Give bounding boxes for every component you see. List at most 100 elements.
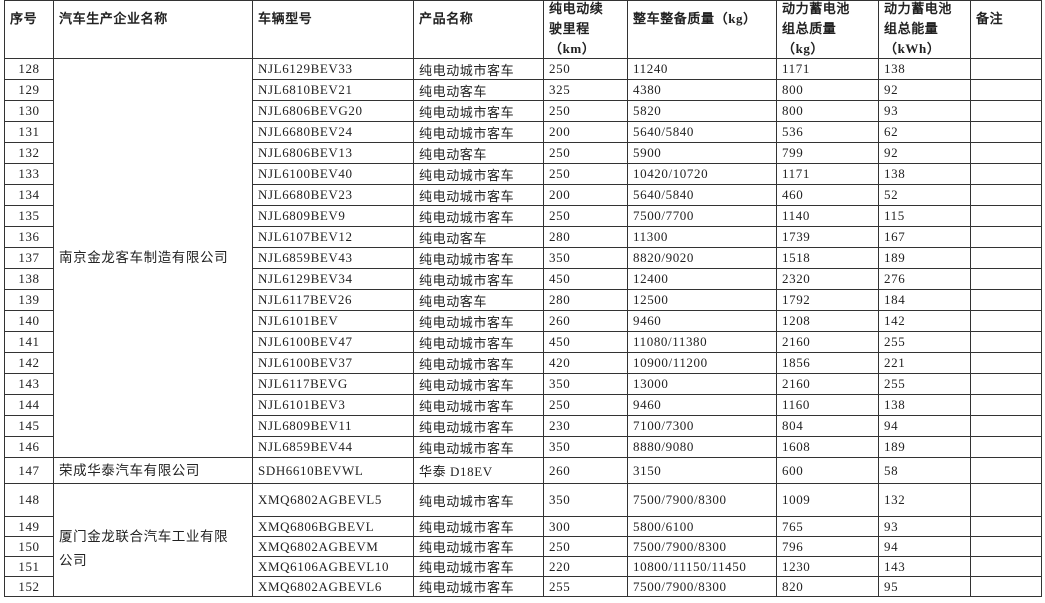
header-label: 组总质量 <box>782 21 837 36</box>
cell-model: NJL6129BEV34 <box>252 268 414 290</box>
cell-range: 200 <box>543 184 628 206</box>
cell-product: 纯电动城市客车 <box>413 58 544 80</box>
cell-seq: 128 <box>4 58 54 80</box>
cell-curb-weight: 10420/10720 <box>627 163 777 185</box>
cell-curb-weight: 5640/5840 <box>627 121 777 143</box>
cell-battery-energy: 189 <box>878 436 971 458</box>
cell-battery-mass: 799 <box>776 142 879 164</box>
cell-range: 280 <box>543 226 628 248</box>
table-row: 144 NJL6101BEV3 纯电动城市客车 250 9460 1160 138 <box>4 394 1042 416</box>
cell-product: 纯电动城市客车 <box>413 163 544 185</box>
cell-curb-weight: 11300 <box>627 226 777 248</box>
cell-battery-mass: 800 <box>776 79 879 101</box>
header-label: （kg） <box>782 41 825 56</box>
cell-seq: 151 <box>4 556 54 577</box>
cell-battery-energy: 276 <box>878 268 971 290</box>
cell-battery-energy: 132 <box>878 483 971 517</box>
cell-battery-mass: 2160 <box>776 373 879 395</box>
cell-remarks <box>970 483 1042 517</box>
header-range: 纯电动续 驶里程 （km） <box>543 0 628 59</box>
cell-curb-weight: 8880/9080 <box>627 436 777 458</box>
cell-range: 250 <box>543 205 628 227</box>
cell-model: NJL6117BEV26 <box>252 289 414 311</box>
cell-battery-mass: 820 <box>776 576 879 597</box>
cell-range: 260 <box>543 457 628 484</box>
header-product: 产品名称 <box>413 0 544 59</box>
cell-model: NJL6117BEVG <box>252 373 414 395</box>
cell-product: 纯电动城市客车 <box>413 268 544 290</box>
cell-seq: 134 <box>4 184 54 206</box>
header-battery-mass: 动力蓄电池 组总质量 （kg） <box>776 0 879 59</box>
cell-curb-weight: 7500/7900/8300 <box>627 483 777 517</box>
cell-product: 纯电动客车 <box>413 142 544 164</box>
cell-model: NJL6101BEV <box>252 310 414 332</box>
cell-model: NJL6100BEV47 <box>252 331 414 353</box>
cell-model: XMQ6802AGBEVL6 <box>252 576 414 597</box>
cell-seq: 129 <box>4 79 54 101</box>
cell-seq: 149 <box>4 516 54 537</box>
cell-seq: 132 <box>4 142 54 164</box>
cell-model: NJL6810BEV21 <box>252 79 414 101</box>
cell-curb-weight: 13000 <box>627 373 777 395</box>
cell-model: NJL6809BEV11 <box>252 415 414 437</box>
header-battery-energy: 动力蓄电池 组总能量 （kWh） <box>878 0 971 59</box>
cell-battery-energy: 189 <box>878 247 971 269</box>
cell-range: 260 <box>543 310 628 332</box>
table-row: 128 南京金龙客车制造有限公司 NJL6129BEV33 纯电动城市客车 250 112… <box>4 58 1042 458</box>
cell-curb-weight: 7100/7300 <box>627 415 777 437</box>
cell-remarks <box>970 516 1042 537</box>
cell-seq: 136 <box>4 226 54 248</box>
table-row: 133 NJL6100BEV40 纯电动城市客车 250 10420/10720 1171… <box>4 163 1042 185</box>
cell-battery-energy: 142 <box>878 310 971 332</box>
cell-range: 250 <box>543 142 628 164</box>
header-label: 纯电动续 <box>549 1 604 17</box>
cell-product: 纯电动城市客车 <box>413 556 544 577</box>
cell-model: XMQ6802AGBEVM <box>252 536 414 557</box>
cell-range: 420 <box>543 352 628 374</box>
cell-seq: 141 <box>4 331 54 353</box>
cell-remarks <box>970 415 1042 437</box>
cell-seq: 140 <box>4 310 54 332</box>
cell-range: 350 <box>543 483 628 517</box>
header-label: （kWh） <box>884 41 941 56</box>
header-model: 车辆型号 <box>252 0 414 59</box>
header-remarks: 备注 <box>970 0 1042 59</box>
cell-seq: 145 <box>4 415 54 437</box>
cell-model: NJL6100BEV37 <box>252 352 414 374</box>
cell-remarks <box>970 226 1042 248</box>
cell-range: 350 <box>543 247 628 269</box>
cell-range: 300 <box>543 516 628 537</box>
cell-battery-mass: 1608 <box>776 436 879 458</box>
header-label: 汽车生产企业名称 <box>59 11 168 26</box>
cell-battery-energy: 138 <box>878 58 971 80</box>
cell-battery-energy: 167 <box>878 226 971 248</box>
cell-seq: 130 <box>4 100 54 122</box>
header-seq: 序号 <box>4 0 54 59</box>
cell-product: 纯电动城市客车 <box>413 247 544 269</box>
cell-range: 250 <box>543 394 628 416</box>
cell-model: NJL6101BEV3 <box>252 394 414 416</box>
cell-battery-mass: 1171 <box>776 163 879 185</box>
cell-model: NJL6859BEV43 <box>252 247 414 269</box>
cell-product: 纯电动城市客车 <box>413 331 544 353</box>
cell-curb-weight: 12500 <box>627 289 777 311</box>
cell-range: 325 <box>543 79 628 101</box>
cell-curb-weight: 7500/7900/8300 <box>627 536 777 557</box>
cell-curb-weight: 5820 <box>627 100 777 122</box>
cell-product: 纯电动客车 <box>413 226 544 248</box>
cell-product: 纯电动城市客车 <box>413 205 544 227</box>
cell-remarks <box>970 352 1042 374</box>
cell-curb-weight: 9460 <box>627 394 777 416</box>
cell-battery-energy: 62 <box>878 121 971 143</box>
cell-battery-energy: 95 <box>878 576 971 597</box>
cell-remarks <box>970 436 1042 458</box>
cell-curb-weight: 7500/7900/8300 <box>627 576 777 597</box>
cell-curb-weight: 11080/11380 <box>627 331 777 353</box>
cell-battery-energy: 52 <box>878 184 971 206</box>
cell-remarks <box>970 121 1042 143</box>
cell-range: 250 <box>543 100 628 122</box>
cell-remarks <box>970 331 1042 353</box>
cell-model: NJL6680BEV23 <box>252 184 414 206</box>
cell-range: 255 <box>543 576 628 597</box>
cell-curb-weight: 9460 <box>627 310 777 332</box>
